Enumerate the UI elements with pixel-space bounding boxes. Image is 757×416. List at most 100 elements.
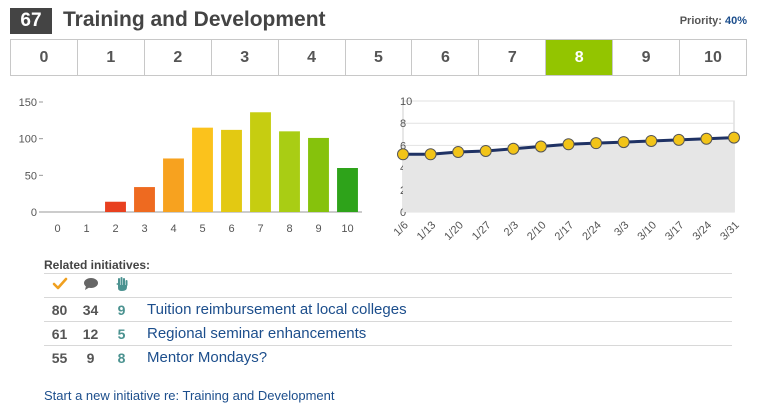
trend-point-1/20 <box>452 146 465 159</box>
line-x-tick-label: 3/10 <box>635 219 659 243</box>
comments-count: 34 <box>75 297 106 322</box>
rating-option-10[interactable]: 10 <box>680 40 746 75</box>
related-initiatives-table: 80 34 9 Tuition reimbursement at local coll… <box>44 273 732 370</box>
rating-option-0[interactable]: 0 <box>11 40 78 75</box>
page-title: Training and Development <box>63 8 326 31</box>
bar-8 <box>279 131 300 212</box>
bar-7 <box>250 112 271 212</box>
initiative-title-link[interactable]: Tuition reimbursement at local colleges <box>137 297 732 322</box>
line-y-tick-label: 0 <box>400 207 406 219</box>
approvals-count: 55 <box>44 345 75 370</box>
comment-icon <box>83 278 98 290</box>
comments-count: 9 <box>75 345 106 370</box>
header: 67 Training and Development Priority: 40… <box>10 6 747 34</box>
trend-point-1/6 <box>397 148 409 161</box>
bar-10 <box>337 168 358 212</box>
table-header-row <box>44 273 732 298</box>
line-x-tick-label: 1/6 <box>391 219 410 238</box>
bar-4 <box>163 158 184 212</box>
bar-9 <box>308 137 329 212</box>
trend-point-3/10 <box>645 134 658 147</box>
line-x-tick-label: 2/24 <box>580 219 604 243</box>
topic-number-badge: 67 <box>10 8 52 34</box>
bar-6 <box>221 129 242 212</box>
bar-2 <box>105 201 126 212</box>
line-x-tick-label: 3/17 <box>663 219 687 243</box>
rating-scale: 0 1 2 3 4 5 6 7 8 9 10 <box>10 39 747 76</box>
trend-point-2/10 <box>534 140 547 153</box>
bar-x-tick-label: 9 <box>315 223 321 235</box>
rating-option-6[interactable]: 6 <box>412 40 480 75</box>
bar-x-tick-label: 6 <box>228 223 234 235</box>
line-x-tick-label: 1/13 <box>415 219 439 243</box>
rating-option-1[interactable]: 1 <box>77 40 145 75</box>
trend-point-2/24 <box>590 137 603 150</box>
bar-x-tick-label: 0 <box>54 223 60 235</box>
line-x-tick-label: 2/3 <box>502 219 521 238</box>
bar-5 <box>192 127 213 212</box>
rating-option-2[interactable]: 2 <box>144 40 212 75</box>
bar-y-tick-label: 0 <box>31 207 37 219</box>
hand-icon <box>115 277 127 291</box>
comments-column-header <box>75 273 106 298</box>
rating-option-9[interactable]: 9 <box>613 40 681 75</box>
initiative-title-link[interactable]: Mentor Mondays? <box>137 345 732 370</box>
line-x-tick-label: 1/27 <box>470 219 494 243</box>
trend-point-1/13 <box>424 148 437 161</box>
rating-option-4[interactable]: 4 <box>278 40 346 75</box>
priority-indicator: Priority: 40% <box>680 15 747 27</box>
bar-x-tick-label: 1 <box>83 223 89 235</box>
rating-trend-line-chart: 02468101/61/131/201/272/32/102/172/243/3… <box>391 96 742 243</box>
approvals-count: 61 <box>44 321 75 346</box>
table-row: 80 34 9 Tuition reimbursement at local coll… <box>44 297 732 322</box>
new-initiative-link[interactable]: Start a new initiative re: Training and … <box>44 388 335 403</box>
hands-count: 9 <box>106 297 137 322</box>
line-x-tick-label: 3/3 <box>612 219 631 238</box>
rating-option-7[interactable]: 7 <box>479 40 547 75</box>
trend-point-3/3 <box>617 136 630 149</box>
line-y-tick-label: 8 <box>400 118 406 130</box>
bar-x-tick-label: 8 <box>286 223 292 235</box>
line-y-tick-label: 10 <box>400 96 412 108</box>
table-row: 61 12 5 Regional seminar enhancements <box>44 321 732 346</box>
hands-count: 5 <box>106 321 137 346</box>
checkmark-icon <box>52 277 67 290</box>
line-x-tick-label: 3/24 <box>691 219 715 243</box>
bar-y-tick-label: 150 <box>19 97 37 109</box>
hands-column-header <box>106 273 137 298</box>
bar-x-tick-label: 10 <box>341 223 353 235</box>
rating-option-8[interactable]: 8 <box>546 40 614 75</box>
hands-count: 8 <box>106 345 137 370</box>
approvals-column-header <box>44 273 75 298</box>
related-initiatives-label: Related initiatives: <box>44 258 151 272</box>
table-row: 55 9 8 Mentor Mondays? <box>44 345 732 370</box>
trend-point-1/27 <box>479 144 492 157</box>
bar-x-tick-label: 5 <box>199 223 205 235</box>
bar-x-tick-label: 4 <box>170 223 176 235</box>
priority-value: 40% <box>724 15 747 27</box>
line-x-tick-label: 1/20 <box>442 219 466 243</box>
line-x-tick-label: 3/31 <box>718 219 742 243</box>
comments-count: 12 <box>75 321 106 346</box>
bar-x-tick-label: 2 <box>112 223 118 235</box>
trend-point-3/31 <box>728 131 740 144</box>
bar-y-tick-label: 50 <box>25 170 37 182</box>
bar-x-tick-label: 7 <box>257 223 263 235</box>
title-column-header <box>137 273 732 298</box>
trend-point-3/24 <box>700 132 713 145</box>
rating-option-5[interactable]: 5 <box>345 40 413 75</box>
trend-point-3/17 <box>672 133 685 146</box>
initiative-title-link[interactable]: Regional seminar enhancements <box>137 321 732 346</box>
trend-point-2/3 <box>507 142 520 155</box>
bar-x-tick-label: 3 <box>141 223 147 235</box>
line-x-tick-label: 2/17 <box>553 219 577 243</box>
bar-3 <box>134 187 155 212</box>
priority-label: Priority: <box>679 15 722 27</box>
approvals-count: 80 <box>44 297 75 322</box>
rating-distribution-bar-chart: 0 50 100 150 0 1 2 3 4 5 6 7 8 9 10 <box>19 97 362 235</box>
rating-option-3[interactable]: 3 <box>211 40 279 75</box>
trend-point-2/17 <box>562 138 575 151</box>
bar-y-tick-label: 100 <box>19 134 37 146</box>
line-x-tick-label: 2/10 <box>525 219 549 243</box>
line-y-tick-label: 6 <box>400 140 406 152</box>
